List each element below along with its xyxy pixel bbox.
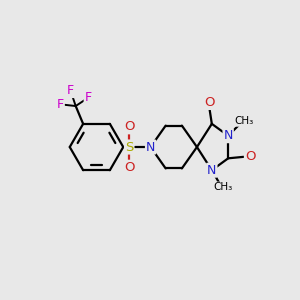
Text: O: O [124,120,134,133]
Text: S: S [125,140,134,154]
Text: CH₃: CH₃ [213,182,232,193]
Text: O: O [204,96,215,109]
Text: CH₃: CH₃ [235,116,254,126]
Text: N: N [224,129,233,142]
Text: F: F [57,98,64,111]
Text: F: F [67,84,74,97]
Text: F: F [85,91,92,104]
Text: O: O [124,161,134,174]
Text: N: N [207,164,217,177]
Text: N: N [146,140,155,154]
Text: O: O [245,150,255,163]
